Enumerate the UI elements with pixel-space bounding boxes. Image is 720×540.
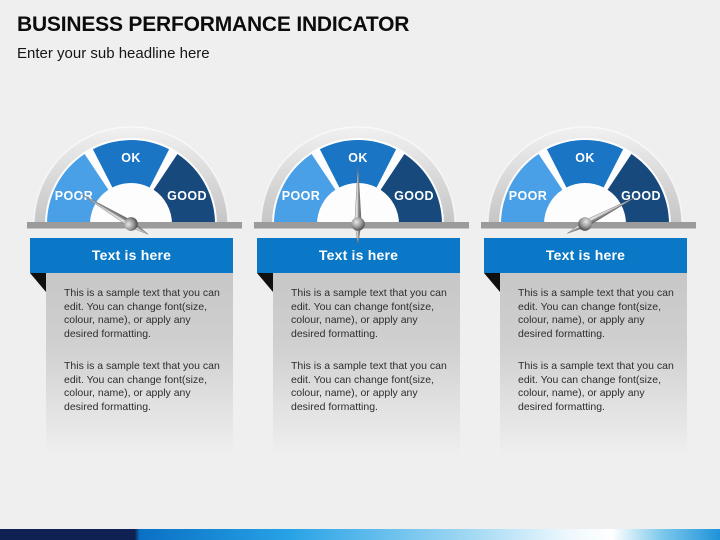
needle-hub [351, 217, 365, 231]
card-title-banner: Text is here [257, 238, 460, 273]
bottom-accent-bar [0, 529, 720, 540]
sample-paragraph: This is a sample text that you can edit.… [291, 360, 447, 413]
gauge-needle [81, 193, 149, 235]
gauge-needle [567, 196, 637, 234]
card-lower: This is a sample text that you can edit.… [30, 273, 233, 456]
card-body: This is a sample text that you can edit.… [500, 273, 687, 456]
fold-corner [484, 273, 500, 292]
card-body: This is a sample text that you can edit.… [273, 273, 460, 456]
segment-label-ok: OK [575, 151, 595, 165]
segment-label-ok: OK [348, 151, 368, 165]
segment-label-good: GOOD [394, 189, 434, 203]
segment-label-poor: POOR [282, 189, 320, 203]
card-title-banner: Text is here [30, 238, 233, 273]
needle-hub [578, 217, 592, 231]
card-title-banner: Text is here [484, 238, 687, 273]
indicator-card-2: POOR OK GOOD Text is here This is a samp… [254, 122, 469, 456]
sample-paragraph: This is a sample text that you can edit.… [291, 287, 447, 340]
indicator-card-1: POOR OK GOOD Text is here This is a samp… [27, 122, 242, 456]
segment-label-poor: POOR [55, 189, 93, 203]
gauge-segment-ok [92, 140, 170, 188]
card-lower: This is a sample text that you can edit.… [257, 273, 460, 456]
sample-paragraph: This is a sample text that you can edit.… [64, 287, 220, 340]
fold-corner [257, 273, 273, 292]
sample-paragraph: This is a sample text that you can edit.… [64, 360, 220, 413]
sample-paragraph: This is a sample text that you can edit.… [518, 287, 674, 340]
gauge-segment-ok [319, 140, 397, 188]
slide-subtitle: Enter your sub headline here [17, 45, 210, 62]
gauge-good: POOR OK GOOD [481, 126, 696, 234]
fold-corner [30, 273, 46, 292]
indicator-columns: POOR OK GOOD Text is here This is a samp… [27, 122, 696, 456]
gauge-segment-poor [274, 154, 336, 224]
segment-label-poor: POOR [509, 189, 547, 203]
segment-label-good: GOOD [167, 189, 207, 203]
needle-hub [124, 217, 138, 231]
gauge-segment-good [607, 154, 669, 224]
gauge-segment-ok [546, 140, 624, 188]
gauge-poor: POOR OK GOOD [27, 126, 242, 235]
gauge-ok: POOR OK GOOD [254, 126, 469, 245]
card-lower: This is a sample text that you can edit.… [484, 273, 687, 456]
slide-title: BUSINESS PERFORMANCE INDICATOR [17, 13, 410, 36]
gauge-segment-poor [47, 154, 109, 224]
gauge-segment-good [153, 154, 215, 224]
gauge-segment-good [380, 154, 442, 224]
gauge-segment-poor [501, 154, 563, 224]
indicator-card-3: POOR OK GOOD Text is here This is a samp… [481, 122, 696, 456]
sample-paragraph: This is a sample text that you can edit.… [518, 360, 674, 413]
segment-label-ok: OK [121, 151, 141, 165]
card-body: This is a sample text that you can edit.… [46, 273, 233, 456]
